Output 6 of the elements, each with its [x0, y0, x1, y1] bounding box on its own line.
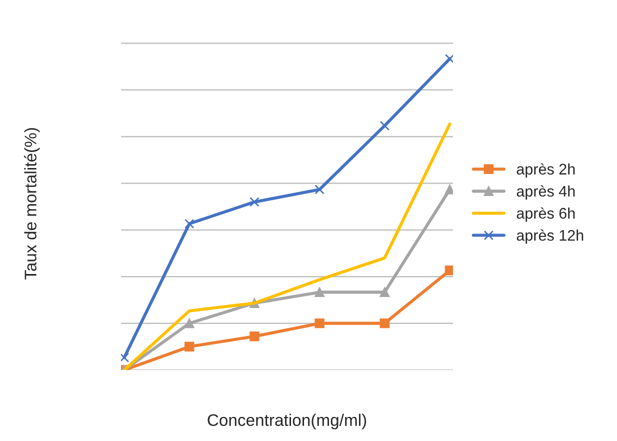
y-axis-title: Taux de mortalité(%): [24, 128, 40, 280]
x-axis-title: Concentration(mg/ml): [208, 414, 366, 430]
legend-label: après 12h: [516, 229, 584, 244]
legend-label: après 4h: [516, 185, 575, 200]
legend-label: après 6h: [516, 207, 575, 222]
legend-label: après 2h: [516, 163, 575, 178]
